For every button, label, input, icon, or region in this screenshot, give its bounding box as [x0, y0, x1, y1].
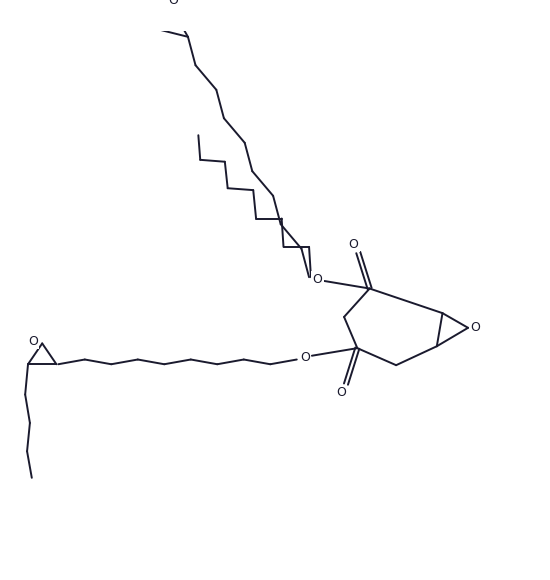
Text: O: O	[312, 273, 322, 285]
Text: O: O	[28, 335, 38, 348]
Text: O: O	[336, 386, 346, 399]
Text: O: O	[471, 321, 481, 334]
Text: O: O	[349, 238, 359, 251]
Text: O: O	[168, 0, 178, 8]
Text: O: O	[300, 351, 310, 364]
